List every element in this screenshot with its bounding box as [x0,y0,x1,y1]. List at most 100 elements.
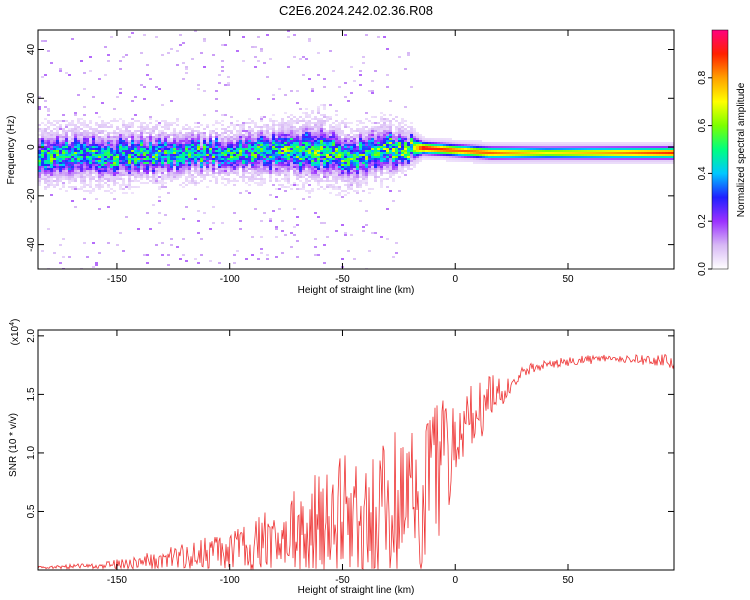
heatmap-cell [500,158,503,160]
heatmap-cell [248,192,251,194]
heatmap-cell [581,162,584,164]
heatmap-cell [77,138,80,140]
heatmap-cell [122,144,125,146]
heatmap-cell [332,122,335,124]
heatmap-cell [38,96,41,98]
heatmap-cell [197,138,200,140]
heatmap-cell [371,140,374,142]
heatmap-cell [650,162,653,164]
heatmap-cell [413,142,416,144]
heatmap-cell [293,234,296,236]
heatmap-cell [140,152,143,154]
heatmap-cell [401,170,404,172]
heatmap-cell [101,122,104,124]
heatmap-cell [269,142,272,144]
heatmap-cell [44,168,47,170]
heatmap-cell [251,150,254,152]
heatmap-cell [113,174,116,176]
heatmap-cell [113,170,116,172]
heatmap-cell [374,132,377,134]
heatmap-cell [338,168,341,170]
heatmap-cell [554,142,557,144]
snr-plot-area [38,330,674,570]
heatmap-cell [338,194,341,196]
heatmap-cell [251,138,254,140]
heatmap-cell [269,162,272,164]
heatmap-cell [332,146,335,148]
heatmap-cell [308,122,311,124]
heatmap-cell [68,154,71,156]
heatmap-cell [260,132,263,134]
heatmap-cell [182,138,185,140]
heatmap-cell [164,164,167,166]
heatmap-cell [257,182,260,184]
heatmap-cell [83,172,86,174]
heatmap-cell [185,128,188,130]
heatmap-cell [104,176,107,178]
heatmap-cell [173,128,176,130]
tick-label: 0 [26,144,37,150]
heatmap-cell [266,162,269,164]
heatmap-cell [320,154,323,156]
heatmap-cell [371,116,374,118]
heatmap-cell [83,166,86,168]
heatmap-cell [38,182,41,184]
heatmap-cell [44,40,47,42]
heatmap-cell [107,54,110,56]
heatmap-cell [425,146,428,148]
heatmap-cell [428,158,431,160]
heatmap-cell [125,144,128,146]
heatmap-cell [239,134,242,136]
heatmap-cell [200,138,203,140]
heatmap-cell [419,136,422,138]
heatmap-cell [335,156,338,158]
heatmap-cell [389,130,392,132]
heatmap-cell [125,164,128,166]
heatmap-cell [212,140,215,142]
heatmap-cell [266,158,269,160]
heatmap-cell [83,162,86,164]
heatmap-cell [590,146,593,148]
heatmap-cell [350,186,353,188]
heatmap-cell [236,148,239,150]
heatmap-cell [128,156,131,158]
heatmap-cell [314,144,317,146]
heatmap-cell [200,140,203,142]
heatmap-cell [455,140,458,142]
heatmap-cell [338,136,341,138]
heatmap-cell [536,150,539,152]
heatmap-cell [74,136,77,138]
heatmap-cell [74,206,77,208]
heatmap-cell [89,146,92,148]
heatmap-cell [47,140,50,142]
heatmap-cell [299,166,302,168]
heatmap-cell [89,134,92,136]
heatmap-cell [461,154,464,156]
heatmap-cell [188,162,191,164]
heatmap-cell [359,70,362,72]
heatmap-cell [161,170,164,172]
heatmap-cell [446,160,449,162]
heatmap-cell [179,170,182,172]
heatmap-cell [407,146,410,148]
heatmap-cell [275,156,278,158]
heatmap-cell [125,134,128,136]
heatmap-cell [152,130,155,132]
heatmap-cell [362,190,365,192]
heatmap-cell [80,162,83,164]
heatmap-cell [248,142,251,144]
heatmap-cell [122,174,125,176]
heatmap-cell [83,168,86,170]
heatmap-cell [545,150,548,152]
heatmap-cell [482,152,485,154]
heatmap-cell [266,142,269,144]
heatmap-cell [155,182,158,184]
heatmap-cell [299,188,302,190]
heatmap-cell [152,140,155,142]
heatmap-cell [41,128,44,130]
heatmap-cell [80,180,83,182]
heatmap-cell [38,106,41,108]
heatmap-cell [233,172,236,174]
heatmap-cell [206,164,209,166]
heatmap-cell [47,144,50,146]
